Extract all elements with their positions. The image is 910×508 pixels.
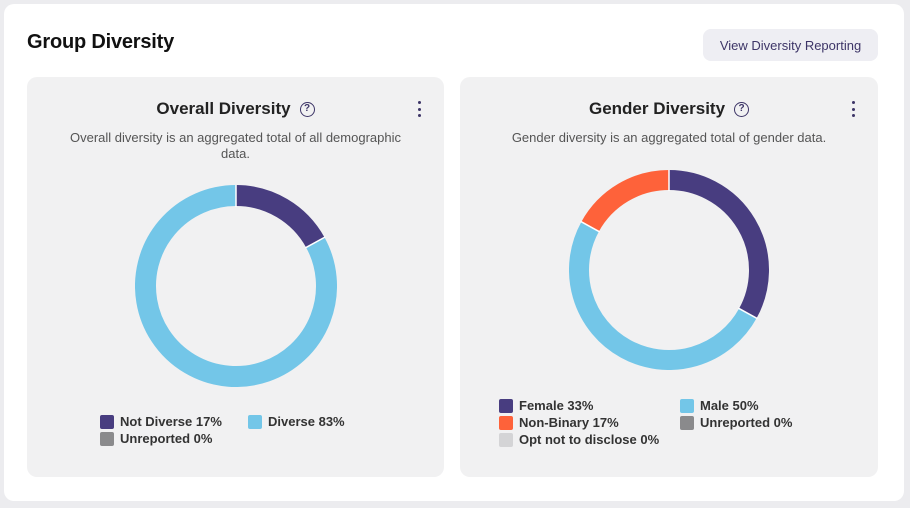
- legend-label: Diverse 83%: [268, 414, 345, 429]
- legend-item-non-binary: Non-Binary 17%: [499, 415, 619, 430]
- donut-slice-female[interactable]: [668, 170, 769, 319]
- card-title: Gender Diversity: [588, 99, 726, 118]
- gender-legend: Female 33% Male 50% Non-Binary 17% Unrep…: [499, 398, 849, 452]
- legend-label: Non-Binary 17%: [519, 415, 619, 430]
- legend-item-diverse: Diverse 83%: [248, 414, 345, 429]
- card-description: Gender diversity is an aggregated total …: [511, 130, 827, 145]
- card-description: Overall diversity is an aggregated total…: [70, 130, 401, 161]
- page-title: Group Diversity: [27, 31, 175, 53]
- legend-item-unreported: Unreported 0%: [100, 431, 212, 446]
- legend-swatch: [100, 414, 114, 429]
- legend-item-opt-not-to-disclose: Opt not to disclose 0%: [499, 432, 659, 447]
- legend-label: Opt not to disclose 0%: [519, 432, 660, 447]
- legend-swatch: [248, 414, 262, 429]
- gender-diversity-donut-chart: [569, 170, 769, 370]
- legend-item-male: Male 50%: [680, 398, 759, 413]
- legend-label: Unreported 0%: [700, 415, 793, 430]
- legend-label: Male 50%: [700, 398, 759, 413]
- donut-slice-male[interactable]: [569, 221, 757, 370]
- donut-slice-diverse[interactable]: [135, 185, 337, 387]
- card-header: Overall Diversity ?: [27, 97, 444, 121]
- donut-slice-not-diverse[interactable]: [235, 185, 325, 248]
- legend-label: Female 33%: [519, 398, 594, 413]
- legend-label: Not Diverse 17%: [120, 414, 222, 429]
- slice-separator: [737, 307, 758, 320]
- legend-swatch: [499, 415, 513, 430]
- slice-separator: [580, 220, 601, 233]
- legend-swatch: [680, 415, 694, 430]
- more-options-icon[interactable]: [849, 101, 857, 117]
- more-options-icon[interactable]: [415, 101, 423, 117]
- slice-separator: [304, 236, 326, 249]
- overall-diversity-card: Overall Diversity ? Overall diversity is…: [27, 77, 444, 477]
- legend-item-female: Female 33%: [499, 398, 593, 413]
- card-header: Gender Diversity ?: [460, 97, 878, 121]
- legend-swatch: [100, 431, 114, 446]
- legend-label: Unreported 0%: [120, 431, 213, 446]
- legend-item-unreported: Unreported 0%: [680, 415, 792, 430]
- legend-item-not-diverse: Not Diverse 17%: [100, 414, 222, 429]
- card-title: Overall Diversity: [156, 99, 291, 118]
- donut-slice-non-binary[interactable]: [581, 170, 670, 232]
- view-diversity-reporting-button[interactable]: View Diversity Reporting: [703, 29, 878, 61]
- help-icon[interactable]: ?: [299, 101, 315, 117]
- gender-diversity-card: Gender Diversity ? Gender diversity is a…: [460, 77, 878, 477]
- overall-diversity-donut-chart: [135, 185, 337, 387]
- legend-swatch: [499, 398, 513, 413]
- legend-swatch: [499, 432, 513, 447]
- legend-swatch: [680, 398, 694, 413]
- overall-legend: Not Diverse 17% Diverse 83% Unreported 0…: [100, 414, 400, 450]
- help-icon[interactable]: ?: [734, 101, 750, 117]
